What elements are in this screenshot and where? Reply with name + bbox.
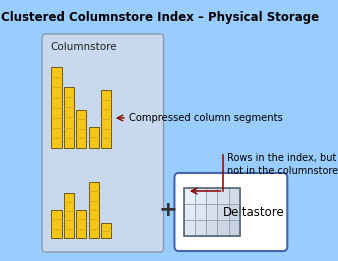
- Bar: [76, 110, 87, 148]
- FancyBboxPatch shape: [42, 34, 164, 252]
- Bar: [64, 87, 74, 148]
- Bar: [76, 210, 87, 238]
- Bar: [206, 188, 217, 204]
- Bar: [217, 188, 228, 204]
- Bar: [101, 90, 112, 148]
- Text: Columnstore: Columnstore: [50, 42, 117, 52]
- Bar: [89, 127, 99, 148]
- Bar: [89, 182, 99, 238]
- Bar: [228, 204, 240, 220]
- Bar: [217, 220, 228, 236]
- Bar: [195, 188, 206, 204]
- Bar: [51, 67, 62, 148]
- Text: +: +: [159, 200, 177, 220]
- Bar: [228, 188, 240, 204]
- Bar: [195, 204, 206, 220]
- Text: Compressed column segments: Compressed column segments: [128, 113, 282, 123]
- Bar: [51, 210, 62, 238]
- Text: Clustered Columnstore Index – Physical Storage: Clustered Columnstore Index – Physical S…: [1, 11, 319, 24]
- Bar: [195, 220, 206, 236]
- Bar: [184, 188, 240, 236]
- Bar: [64, 193, 74, 238]
- Bar: [184, 188, 195, 204]
- Bar: [101, 223, 112, 238]
- Bar: [184, 220, 195, 236]
- Bar: [184, 204, 195, 220]
- Bar: [206, 220, 217, 236]
- Bar: [217, 204, 228, 220]
- Bar: [228, 220, 240, 236]
- Text: Deltastore: Deltastore: [223, 205, 285, 218]
- Text: Rows in the index, but
not in the columnstore: Rows in the index, but not in the column…: [226, 153, 338, 176]
- FancyBboxPatch shape: [174, 173, 287, 251]
- Bar: [206, 204, 217, 220]
